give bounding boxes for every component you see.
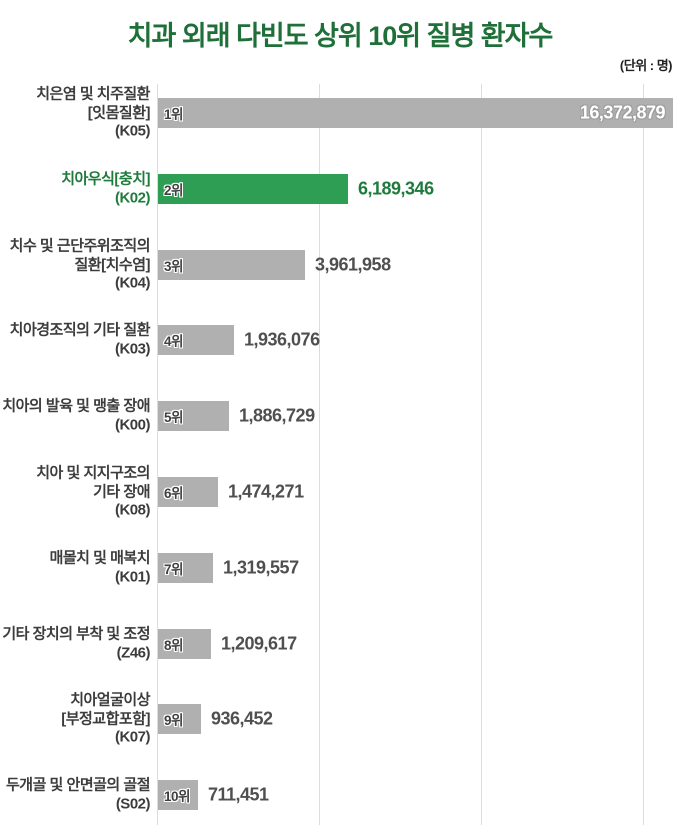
rank-badge: 1위 — [164, 107, 183, 122]
rank-badge: 4위 — [164, 334, 183, 349]
bar: 8위 — [158, 629, 211, 659]
rank-badge: 3위 — [164, 259, 183, 274]
rank-badge: 10위 — [164, 789, 190, 804]
chart-title: 치과 외래 다빈도 상위 10위 질병 환자수 — [127, 21, 554, 51]
value-label: 16,372,879 — [579, 102, 666, 123]
category-label: 치아의 발육 및 맹출 장애 (K00) — [2, 397, 150, 434]
rank-badge: 8위 — [164, 638, 183, 653]
category-label: 기타 장치의 부착 및 조정 (Z46) — [2, 625, 150, 662]
value-label: 3,961,958 — [315, 254, 391, 275]
gridline — [643, 84, 644, 825]
bar: 1위 16,372,879 — [158, 98, 673, 128]
rank-badge: 9위 — [164, 713, 183, 728]
bar: 3위 — [158, 250, 305, 280]
rank-badge: 5위 — [164, 410, 183, 425]
value-label: 6,189,346 — [358, 178, 434, 199]
bar: 10위 — [158, 780, 198, 810]
bar: 7위 — [158, 553, 213, 583]
rank-badge: 7위 — [164, 562, 183, 577]
rank-badge: 2위 — [164, 183, 183, 198]
bar: 2위 — [158, 174, 348, 204]
value-label: 1,936,076 — [244, 329, 320, 350]
value-label: 1,886,729 — [239, 405, 315, 426]
bar: 4위 — [158, 325, 234, 355]
category-label: 치수 및 근단주위조직의 질환[치수염] (K04) — [9, 237, 151, 292]
category-label: 매몰치 및 매복치 (K01) — [49, 549, 151, 586]
value-label: 1,209,617 — [221, 633, 297, 654]
value-label: 711,451 — [208, 784, 269, 805]
category-label: 치아경조직의 기타 질환 (K03) — [9, 321, 151, 358]
value-label: 1,319,557 — [223, 557, 299, 578]
category-label: 치아 및 지지구조의 기타 장애 (K08) — [36, 464, 150, 519]
rank-badge: 6위 — [164, 486, 183, 501]
bar: 9위 — [158, 704, 201, 734]
bar: 5위 — [158, 401, 229, 431]
gridline — [481, 84, 482, 825]
bar: 6위 — [158, 477, 218, 507]
gridline — [157, 84, 158, 825]
value-label: 936,452 — [211, 708, 273, 729]
category-label: 치아얼굴이상 [부정교합포함] (K07) — [61, 691, 150, 746]
category-label: 치아우식[충치] (K02) — [61, 170, 150, 207]
value-label: 1,474,271 — [228, 481, 304, 502]
category-label: 치은염 및 치주질환 [잇몸질환] (K05) — [36, 85, 150, 140]
unit-label: (단위 : 명) — [619, 58, 673, 73]
gridline — [319, 84, 320, 825]
category-label: 두개골 및 안면골의 골절 (S02) — [5, 776, 151, 813]
